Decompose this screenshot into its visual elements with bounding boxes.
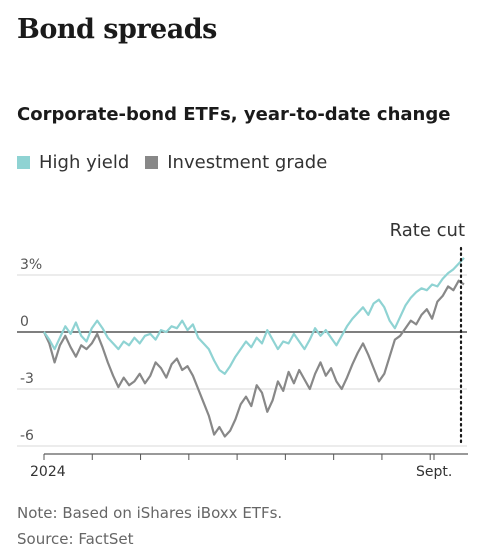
source-line: Source: FactSet [17, 530, 134, 548]
x-tick-label: 2024 [30, 464, 66, 480]
label-layer: 3% 0 -3 -6 2024 Sept. [20, 257, 452, 480]
legend-item-investment-grade: Investment grade [145, 152, 327, 173]
annotation-layer: Rate cut [390, 220, 465, 448]
series-line-investment-grade [43, 279, 465, 438]
legend-swatch-high-yield [17, 156, 30, 169]
chart-subtitle: Corporate-bond ETFs, year-to-date change [17, 104, 451, 125]
legend-label-investment-grade: Investment grade [167, 152, 328, 173]
y-tick-label: -6 [20, 428, 34, 444]
grid-layer [17, 274, 468, 460]
series-line-high-yield [43, 257, 465, 375]
y-tick-label: 0 [20, 314, 29, 330]
y-tick-label: 3% [20, 257, 42, 273]
chart-title: Bond spreads [17, 14, 217, 45]
legend-item-high-yield: High yield [17, 152, 129, 173]
footnote: Note: Based on iShares iBoxx ETFs. [17, 504, 283, 522]
legend-label-high-yield: High yield [39, 152, 130, 173]
rate-cut-label: Rate cut [390, 220, 465, 241]
y-tick-label: -3 [20, 371, 34, 387]
legend: High yield Investment grade [17, 152, 343, 173]
legend-swatch-investment-grade [145, 156, 159, 169]
series-layer [43, 257, 465, 438]
line-chart: Rate cut 3% 0 -3 -6 2024 Sept. [17, 220, 468, 480]
x-tick-label: Sept. [416, 464, 452, 480]
